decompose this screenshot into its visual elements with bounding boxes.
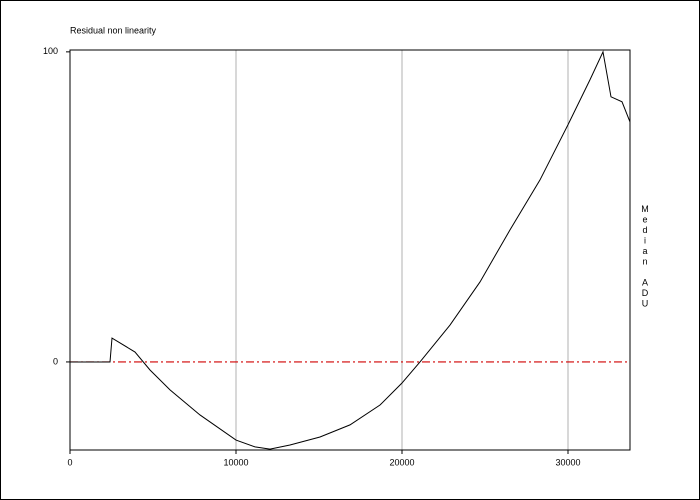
x-tick-label: 20000	[389, 457, 414, 467]
x-tick-label: 0	[67, 457, 72, 467]
y-tick-label: 0	[53, 356, 58, 366]
plot-frame	[69, 49, 631, 451]
y-tick-label: 100	[43, 46, 58, 56]
x-tick-label: 10000	[223, 457, 248, 467]
x-tick-label: 30000	[555, 457, 580, 467]
line	[70, 50, 631, 450]
chart-title: Residual non linearity	[70, 25, 157, 35]
